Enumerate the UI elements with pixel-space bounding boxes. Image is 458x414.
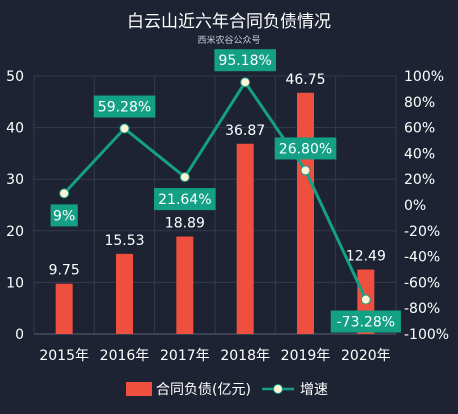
right-tick-label: -80% xyxy=(404,301,440,317)
growth-label: 95.18% xyxy=(218,53,271,69)
right-tick-label: 0% xyxy=(404,198,426,214)
line-point[interactable] xyxy=(360,294,371,305)
bar[interactable] xyxy=(55,283,73,334)
growth-label: 59.28% xyxy=(98,100,151,116)
bar[interactable] xyxy=(297,92,314,335)
left-tick-label: 20 xyxy=(6,224,24,240)
line-point[interactable] xyxy=(179,172,190,183)
chart-title: 白云山近六年合同负债情况 xyxy=(127,12,331,32)
growth-label: -73.28% xyxy=(337,315,395,331)
bar-value-label: 9.75 xyxy=(49,263,80,279)
right-tick-label: -60% xyxy=(404,275,440,291)
left-tick-label: 0 xyxy=(15,327,24,343)
bar-value-label: 15.53 xyxy=(104,233,144,249)
growth-label: 26.80% xyxy=(279,141,332,157)
right-tick-label: 40% xyxy=(404,146,435,162)
left-axis: 0 10 20 30 40 50 xyxy=(6,69,24,343)
bar-series: 9.75 15.53 18.89 36.87 46.75 12.49 xyxy=(49,72,386,335)
growth-label-box xyxy=(154,188,216,211)
legend-line-marker xyxy=(273,384,283,394)
right-axis: -100% -80% -60% -40% -20% 0% 20% 40% 60% 80% 100% xyxy=(404,69,449,343)
bar-value-label: 12.49 xyxy=(346,249,386,265)
left-tick-label: 50 xyxy=(6,69,24,85)
right-tick-label: 100% xyxy=(404,69,444,85)
growth-label-box xyxy=(50,204,78,227)
x-tick-label: 2018年 xyxy=(220,348,270,364)
growth-label-box xyxy=(274,137,337,160)
right-tick-label: 80% xyxy=(404,95,435,111)
growth-label-box xyxy=(214,49,276,72)
legend-bar-label[interactable]: 合同负债(亿元) xyxy=(156,382,251,398)
legend: 合同负债(亿元) 增速 xyxy=(126,382,328,398)
right-tick-label: -100% xyxy=(404,327,449,343)
x-tick-label: 2016年 xyxy=(100,348,150,364)
right-tick-label: 60% xyxy=(404,121,435,137)
right-tick-label: -40% xyxy=(404,250,440,266)
x-tick-label: 2015年 xyxy=(39,348,89,364)
bar[interactable] xyxy=(176,236,194,334)
bar[interactable] xyxy=(236,143,254,334)
bar-value-label: 46.75 xyxy=(285,72,325,88)
bar-value-label: 36.87 xyxy=(225,123,265,139)
line-point[interactable] xyxy=(300,165,311,176)
legend-line-label[interactable]: 增速 xyxy=(300,382,328,398)
legend-bar-swatch xyxy=(126,382,152,396)
left-tick-label: 10 xyxy=(6,275,24,291)
right-tick-label: -20% xyxy=(404,224,440,240)
x-tick-label: 2017年 xyxy=(160,348,210,364)
bar[interactable] xyxy=(116,253,133,334)
growth-line xyxy=(63,79,368,301)
left-tick-label: 40 xyxy=(6,121,24,137)
growth-label-box xyxy=(93,95,156,118)
x-tick-label: 2020年 xyxy=(341,348,391,364)
x-axis: 2015年 2016年 2017年 2018年 2019年 2020年 xyxy=(34,333,396,364)
line-point[interactable] xyxy=(59,188,70,199)
growth-label-box xyxy=(330,310,401,333)
left-tick-label: 30 xyxy=(6,172,24,188)
chart-subtitle: 西米农谷公众号 xyxy=(197,34,260,46)
right-tick-label: 20% xyxy=(404,172,435,188)
bar-value-label: 18.89 xyxy=(165,216,205,232)
growth-label: 9% xyxy=(53,208,75,224)
line-point[interactable] xyxy=(119,123,130,134)
x-tick-label: 2019年 xyxy=(281,348,331,364)
line-series: 9% 59.28% 21.64% 95.18% 26.80% -73.28% xyxy=(50,49,401,333)
line-point[interactable] xyxy=(240,77,251,88)
growth-label: 21.64% xyxy=(158,192,211,208)
